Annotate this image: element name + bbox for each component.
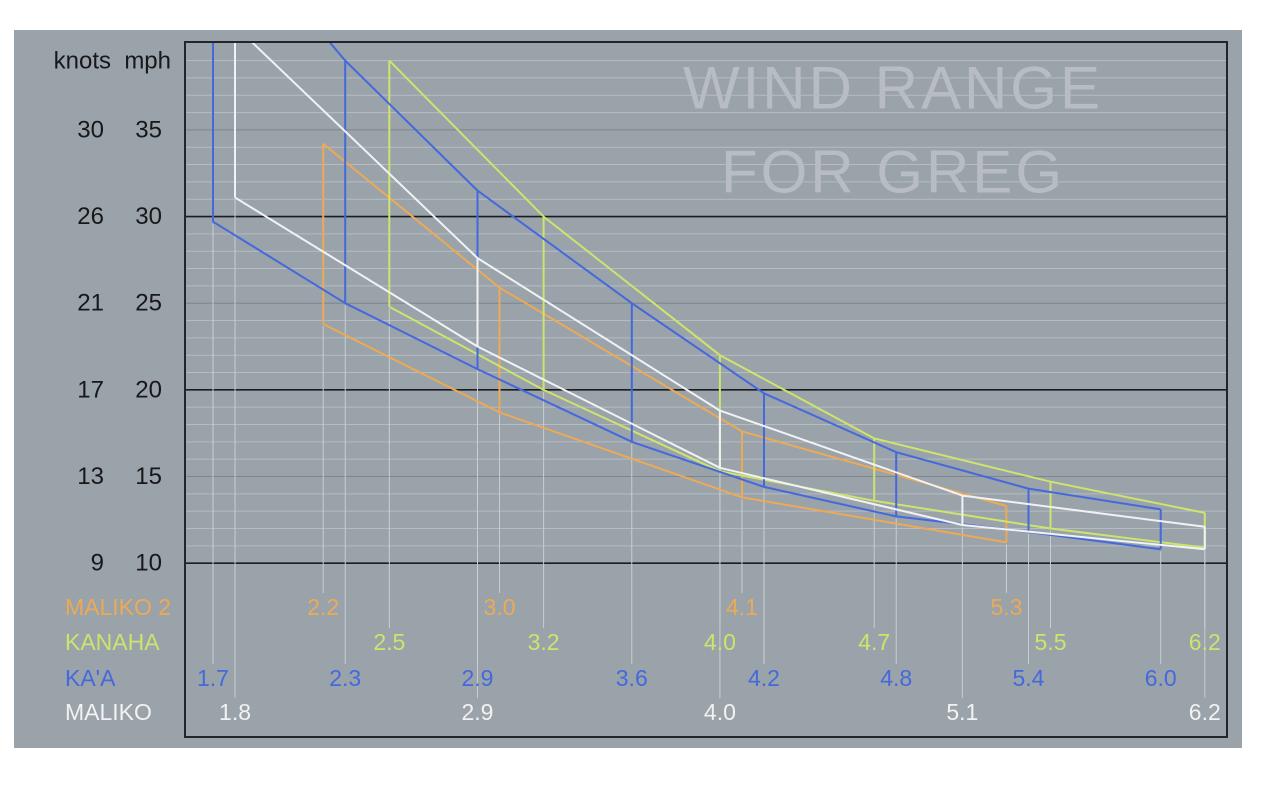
size-value-label: 4.2	[748, 665, 780, 691]
size-value-label: 3.6	[616, 665, 648, 691]
size-value-label: 4.0	[704, 629, 736, 655]
size-value-label: 6.2	[1189, 629, 1221, 655]
knots-tick-label: 13	[77, 463, 104, 490]
knots-tick-label: 26	[77, 203, 104, 230]
size-value-label: 4.8	[880, 665, 912, 691]
mph-tick-label: 15	[135, 463, 162, 490]
size-value-label: 2.3	[329, 665, 361, 691]
y-tick-labels: 30 35 26 30 21 25 17 20 13 15 9 10	[77, 116, 162, 576]
size-value-label: 1.7	[197, 665, 229, 691]
knots-tick-label: 17	[77, 376, 104, 403]
knots-tick-label: 30	[77, 116, 104, 143]
size-labels: 2.2 3.0 4.1 5.3 2.5 3.2 4.0 4.7 5.5 6.2 1.7 2.3 2.9 3…	[197, 594, 1221, 725]
size-value-label: 5.4	[1012, 665, 1044, 691]
size-value-label: 3.0	[484, 594, 516, 620]
size-value-label: 4.1	[726, 594, 758, 620]
wind-range-band-maliko	[234, 42, 1206, 551]
chart-title-line1: WIND RANGE	[683, 55, 1103, 122]
size-value-label: 6.2	[1189, 699, 1221, 725]
panel-background	[14, 30, 1242, 748]
size-value-label: 4.7	[858, 629, 890, 655]
knots-axis-header: knots	[54, 48, 111, 75]
size-value-label: 6.0	[1145, 665, 1177, 691]
size-value-label: 5.3	[990, 594, 1022, 620]
series-name-labels: MALIKO 2 KANAHA KA'A MALIKO	[65, 594, 171, 725]
plot-border	[184, 41, 1228, 738]
size-value-label: 2.2	[307, 594, 339, 620]
mph-tick-label: 20	[135, 376, 162, 403]
series-name-label: MALIKO	[65, 699, 152, 725]
series-name-label: KA'A	[65, 665, 116, 691]
size-value-label: 1.8	[219, 699, 251, 725]
knots-tick-label: 9	[91, 550, 104, 577]
mph-tick-label: 25	[135, 290, 162, 317]
chart-title-line2: FOR GREG	[721, 139, 1065, 206]
mph-tick-label: 30	[135, 203, 162, 230]
size-value-label: 4.0	[704, 699, 736, 725]
gridlines	[185, 60, 1227, 564]
leader-lines	[212, 199, 1206, 698]
series-name-label: KANAHA	[65, 629, 160, 655]
size-value-label: 3.2	[528, 629, 560, 655]
size-value-label: 2.5	[373, 629, 405, 655]
wind-range-band-maliko-2	[322, 143, 1008, 544]
size-value-label: 2.9	[461, 699, 493, 725]
mph-axis-header: mph	[124, 48, 171, 75]
series-bands	[212, 42, 1206, 551]
series-name-label: MALIKO 2	[65, 594, 171, 620]
knots-tick-label: 21	[77, 290, 104, 317]
size-value-label: 2.9	[461, 665, 493, 691]
size-value-label: 5.1	[946, 699, 978, 725]
size-value-label: 5.5	[1035, 629, 1067, 655]
mph-tick-label: 10	[135, 550, 162, 577]
mph-tick-label: 35	[135, 116, 162, 143]
